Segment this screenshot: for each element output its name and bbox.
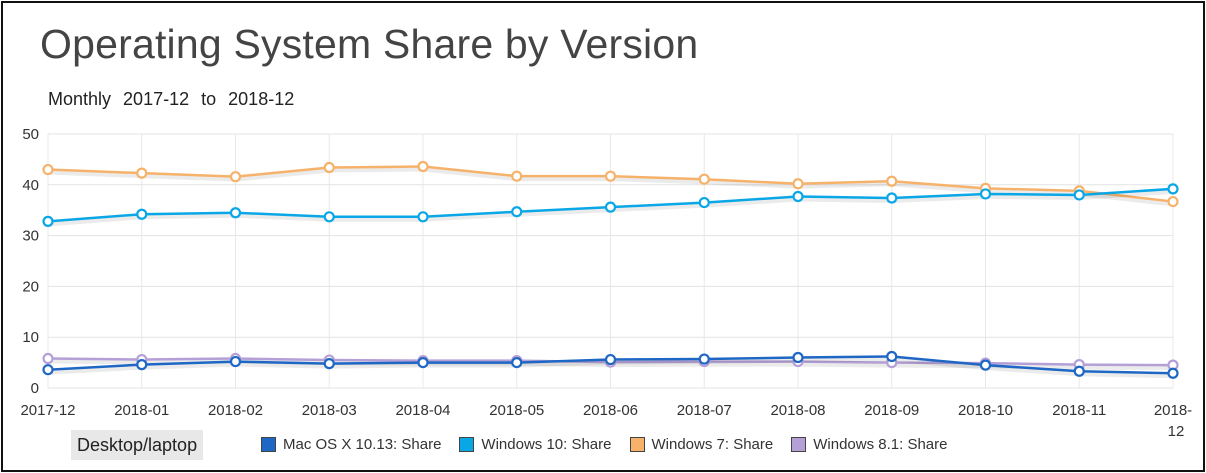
legend-label: Windows 7: Share	[651, 436, 774, 453]
y-tick-label: 0	[31, 380, 39, 397]
data-point-windows-10-share	[886, 192, 898, 204]
chart-subtitle: Monthly 2017-12 to 2018-12	[48, 89, 301, 110]
data-point-windows-10-share	[698, 196, 710, 209]
data-point-windows-7-share	[792, 178, 804, 190]
data-point-windows-10-share	[42, 215, 54, 227]
legend-swatch	[261, 437, 276, 452]
range-from: 2017-12	[123, 89, 190, 109]
data-point-mac-os-x-10-13-share	[698, 353, 710, 365]
chart-title: Operating System Share by Version	[40, 21, 699, 67]
y-tick-label: 50	[22, 126, 39, 143]
data-point-mac-os-x-10-13-share	[42, 364, 54, 376]
x-tick-label: 2018-06	[583, 402, 638, 419]
data-point-windows-10-share	[1167, 183, 1179, 195]
legend-item[interactable]: Mac OS X 10.13: Share	[261, 436, 441, 453]
legend-label: Windows 8.1: Share	[813, 436, 948, 453]
x-tick-label: 2018-01	[114, 402, 169, 419]
data-point-windows-10-share	[979, 188, 992, 200]
data-point-mac-os-x-10-13-share	[1073, 365, 1085, 377]
data-point-mac-os-x-10-13-share	[417, 357, 429, 369]
y-tick-label: 30	[22, 228, 39, 245]
range-to: 2018-12	[228, 89, 295, 109]
data-point-windows-10-share	[323, 211, 335, 223]
data-point-mac-os-x-10-13-share	[886, 350, 898, 363]
x-tick-label: 2018-	[1154, 402, 1192, 419]
data-point-windows-8-1-share	[42, 352, 54, 365]
data-point-windows-10-share	[229, 207, 242, 219]
data-point-mac-os-x-10-13-share	[136, 359, 148, 371]
y-tick-label: 20	[22, 278, 39, 295]
data-point-windows-7-share	[229, 171, 242, 183]
legend-item[interactable]: Windows 10: Share	[459, 436, 612, 453]
data-point-windows-7-share	[604, 170, 617, 182]
data-point-mac-os-x-10-13-share	[1167, 367, 1179, 379]
x-tick-label: 2018-03	[302, 402, 357, 419]
y-tick-label: 10	[22, 329, 39, 346]
chart-legend: Mac OS X 10.13: Share Windows 10: Share Wi…	[261, 436, 947, 453]
x-tick-label: 2018-10	[958, 402, 1013, 419]
x-tick-label: 2018-07	[677, 402, 732, 419]
legend-swatch	[791, 437, 807, 452]
x-tick-label: 2018-08	[770, 402, 825, 419]
data-point-windows-7-share	[42, 163, 54, 176]
legend-swatch	[629, 437, 645, 452]
data-point-windows-10-share	[136, 208, 148, 220]
data-point-mac-os-x-10-13-share	[511, 357, 523, 369]
data-point-windows-10-share	[604, 201, 617, 213]
device-filter-label[interactable]: Desktop/laptop	[71, 430, 204, 460]
legend-swatch	[459, 437, 475, 452]
x-tick-label: 2018-09	[864, 402, 919, 419]
data-point-mac-os-x-10-13-share	[323, 358, 335, 370]
data-point-windows-10-share	[1073, 189, 1085, 201]
x-tick-label: 2018-05	[489, 402, 544, 419]
data-point-mac-os-x-10-13-share	[979, 359, 992, 371]
data-point-windows-7-share	[136, 167, 148, 179]
line-chart: 0 10 20 30 40 50 2017-12 2018-01 2018-02 2018-03 2…	[20, 126, 1192, 440]
x-tick-label: 2018-11	[1052, 402, 1106, 419]
data-point-windows-7-share	[323, 161, 335, 174]
data-point-mac-os-x-10-13-share	[604, 353, 617, 366]
data-point-windows-10-share	[511, 206, 523, 218]
data-point-windows-7-share	[698, 173, 710, 185]
legend-label: Windows 10: Share	[481, 436, 612, 453]
data-point-windows-7-share	[417, 160, 429, 173]
x-tick-label-wrap: 12	[1168, 423, 1185, 440]
data-point-windows-10-share	[417, 211, 429, 223]
x-tick-label: 2017-12	[20, 402, 75, 419]
data-point-mac-os-x-10-13-share	[792, 351, 804, 364]
data-point-mac-os-x-10-13-share	[229, 355, 242, 368]
legend-label: Mac OS X 10.13: Share	[283, 436, 442, 453]
data-point-windows-7-share	[886, 175, 898, 187]
y-tick-label: 40	[22, 177, 39, 194]
data-point-windows-7-share	[511, 170, 523, 182]
legend-item[interactable]: Windows 7: Share	[629, 436, 774, 453]
data-point-windows-7-share	[1167, 195, 1179, 208]
x-tick-label: 2018-02	[208, 402, 263, 419]
legend-item[interactable]: Windows 8.1: Share	[791, 436, 947, 453]
range-to-word: to	[201, 89, 217, 109]
x-tick-label: 2018-04	[395, 402, 450, 419]
period-label: Monthly	[48, 89, 112, 109]
data-point-windows-10-share	[792, 190, 804, 203]
